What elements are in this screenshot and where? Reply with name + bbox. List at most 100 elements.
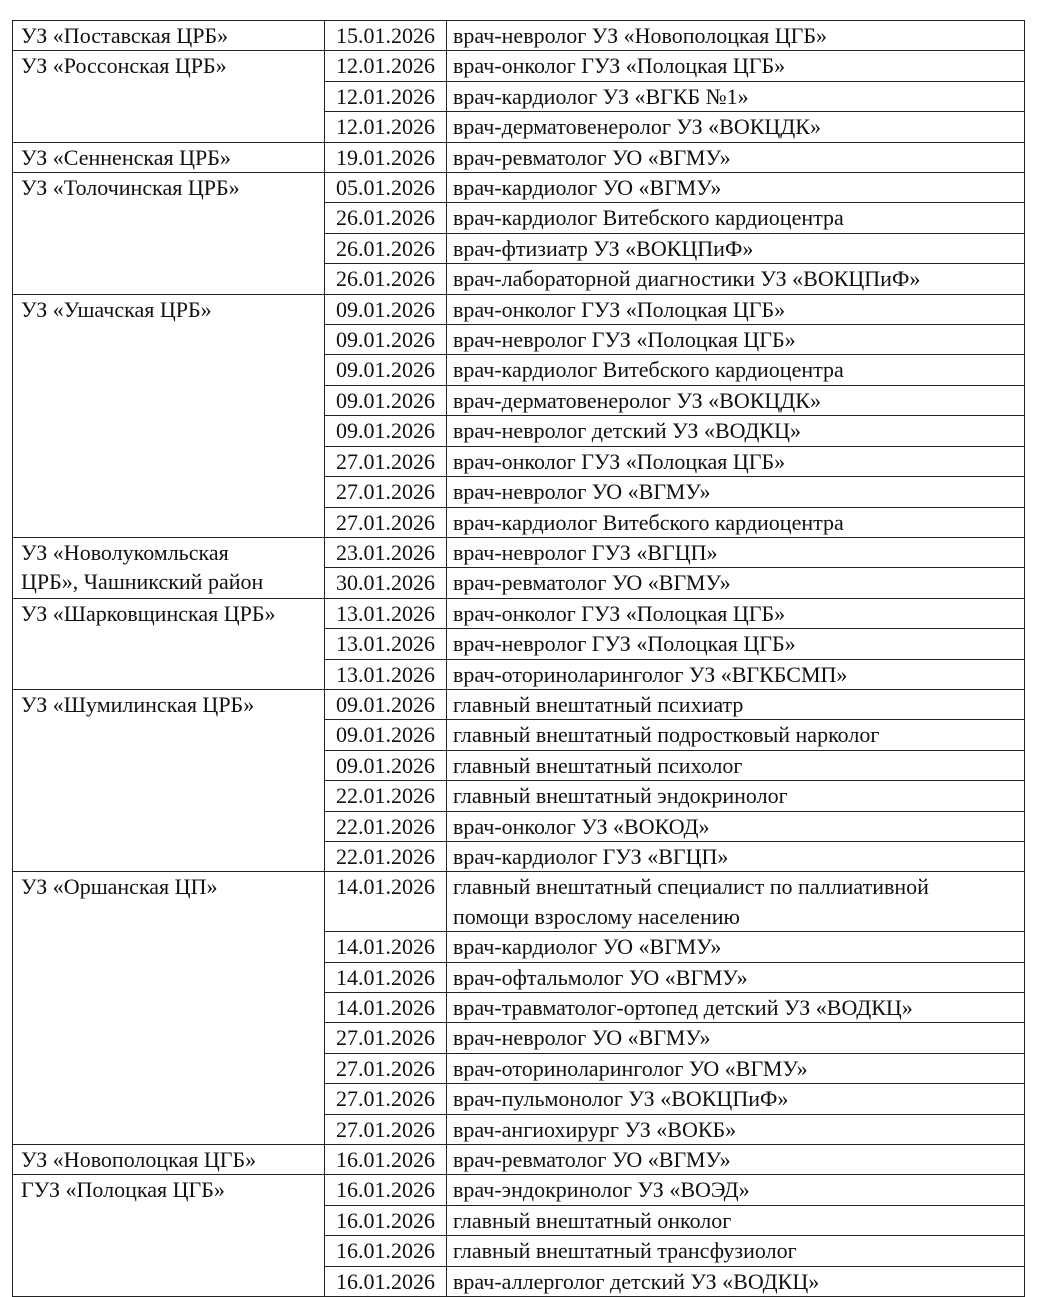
date-cell: 05.01.2026 bbox=[324, 172, 447, 204]
specialist-text: врач-фтизиатр УЗ «ВОКЦПиФ» bbox=[453, 235, 754, 261]
specialist-cell: врач-ревматолог УО «ВГМУ» bbox=[446, 1144, 1025, 1176]
organization-name: УЗ «Новолукомльская bbox=[21, 539, 229, 565]
organization-name: УЗ «Сенненская ЦРБ» bbox=[21, 144, 231, 170]
specialist-text: врач-невролог УО «ВГМУ» bbox=[453, 1025, 711, 1051]
specialist-cell: врач-невролог ГУЗ «Полоцкая ЦГБ» bbox=[446, 324, 1025, 356]
specialist-cell: врач-кардиолог УЗ «ВГКБ №1» bbox=[446, 80, 1025, 113]
specialist-text: врач-кардиолог Витебского кардиоцентра bbox=[453, 357, 844, 383]
table-row: УЗ «Шарковщинская ЦРБ» 13.01.2026 врач-онк… bbox=[12, 597, 1025, 690]
specialist-cell: врач-кардиолог Витебского кардиоцентра bbox=[446, 202, 1025, 234]
date-cell: 09.01.2026 bbox=[324, 415, 447, 447]
organization-cell: УЗ «Шарковщинская ЦРБ» bbox=[12, 597, 325, 690]
table-row: 14.01.2026 врач-травматолог-ортопед детск… bbox=[13, 991, 1025, 1024]
table-row: 27.01.2026 врач-ангиохирург УЗ «ВОКБ» bbox=[13, 1113, 1025, 1146]
specialist-cell: главный внештатный подростковый нарколог bbox=[446, 719, 1025, 751]
date-cell: 27.01.2026 bbox=[324, 506, 447, 538]
date-cell: 14.01.2026 bbox=[324, 961, 447, 994]
date-cell: 27.01.2026 bbox=[324, 1052, 447, 1085]
organization-cell: УЗ «Сенненская ЦРБ» bbox=[12, 141, 325, 174]
specialist-text: врач-кардиолог Витебского кардиоцентра bbox=[453, 205, 844, 231]
date-cell: 12.01.2026 bbox=[324, 50, 447, 82]
specialist-cell: врач-невролог ГУЗ «ВГЦП» bbox=[446, 536, 1025, 569]
date-cell: 16.01.2026 bbox=[324, 1144, 447, 1176]
specialist-text: врач-онколог ГУЗ «Полоцкая ЦГБ» bbox=[453, 296, 786, 322]
table-row: 27.01.2026 врач-пульмонолог УЗ «ВОКЦПиФ» bbox=[13, 1083, 1025, 1115]
date-cell: 13.01.2026 bbox=[324, 628, 447, 660]
specialist-text: врач-ревматолог УО «ВГМУ» bbox=[453, 144, 731, 170]
specialist-cell: врач-невролог УО «ВГМУ» bbox=[446, 1022, 1025, 1054]
table-row: 09.01.2026 врач-дерматовенеролог УЗ «ВОКЦ… bbox=[13, 384, 1025, 417]
specialist-text: врач-оториноларинголог УО «ВГМУ» bbox=[453, 1055, 808, 1081]
specialist-text: врач-невролог детский УЗ «ВОДКЦ» bbox=[453, 418, 801, 444]
specialist-cell: врач-кардиолог УО «ВГМУ» bbox=[446, 931, 1025, 963]
specialist-cell: врач-онколог ГУЗ «Полоцкая ЦГБ» bbox=[446, 597, 1025, 630]
specialist-cell: врач-кардиолог УО «ВГМУ» bbox=[446, 172, 1025, 204]
specialist-text: врач-травматолог-ортопед детский УЗ «ВОД… bbox=[453, 995, 913, 1020]
schedule-table: УЗ «Поставская ЦРБ» 15.01.2026 врач-неврол… bbox=[12, 19, 1025, 1297]
specialist-cell: врач-невролог УЗ «Новополоцкая ЦГБ» bbox=[446, 19, 1025, 52]
table-row: 12.01.2026 врач-дерматовенеролог УЗ «ВОКЦ… bbox=[13, 111, 1025, 143]
organization-name: УЗ «Шумилинская ЦРБ» bbox=[21, 691, 255, 717]
table-row: УЗ «Ушачская ЦРБ» 09.01.2026 врач-онколог … bbox=[12, 293, 1025, 538]
specialist-text: главный внештатный трансфузиолог bbox=[453, 1238, 797, 1264]
date-cell: 22.01.2026 bbox=[324, 780, 447, 812]
date-cell: 26.01.2026 bbox=[324, 202, 447, 234]
table-row: 27.01.2026 врач-невролог УО «ВГМУ» bbox=[13, 476, 1025, 508]
specialist-text: врач-онколог ГУЗ «Полоцкая ЦГБ» bbox=[453, 53, 786, 79]
specialist-cell: главный внештатный психиатр bbox=[446, 688, 1025, 721]
table-row: 22.01.2026 главный внештатный эндокриноло… bbox=[13, 780, 1025, 812]
table-row: 27.01.2026 врач-оториноларинголог УО «ВГМ… bbox=[13, 1052, 1025, 1085]
specialist-text: врач-кардиолог Витебского кардиоцентра bbox=[453, 509, 844, 535]
date-cell: 09.01.2026 bbox=[324, 688, 447, 721]
date-cell: 16.01.2026 bbox=[324, 1204, 447, 1237]
specialist-cell: врач-онколог ГУЗ «Полоцкая ЦГБ» bbox=[446, 50, 1025, 82]
date-cell: 27.01.2026 bbox=[324, 1083, 447, 1115]
date-cell: 12.01.2026 bbox=[324, 111, 447, 143]
date-cell: 09.01.2026 bbox=[324, 384, 447, 417]
table-row: 14.01.2026 врач-кардиолог УО «ВГМУ» bbox=[13, 931, 1025, 963]
table-row: 13.01.2026 врач-оториноларинголог УЗ «ВГК… bbox=[13, 658, 1025, 690]
organization-name: УЗ «Толочинская ЦРБ» bbox=[21, 175, 240, 201]
specialist-cell: врач-ангиохирург УЗ «ВОКБ» bbox=[446, 1113, 1025, 1146]
table-row: 09.01.2026 главный внештатный подростковы… bbox=[13, 719, 1025, 751]
specialist-cell: врач-лабораторной диагностики УЗ «ВОКЦПи… bbox=[446, 263, 1025, 295]
organization-cell: УЗ «Толочинская ЦРБ» bbox=[12, 172, 325, 295]
organization-cell: УЗ «Ушачская ЦРБ» bbox=[12, 293, 325, 538]
organization-name: УЗ «Новополоцкая ЦГБ» bbox=[21, 1147, 257, 1173]
date-cell: 16.01.2026 bbox=[324, 1235, 447, 1267]
specialist-cell: врач-онколог УЗ «ВОКОД» bbox=[446, 810, 1025, 842]
specialist-cell: врач-фтизиатр УЗ «ВОКЦПиФ» bbox=[446, 232, 1025, 265]
specialist-text: врач-невролог УЗ «Новополоцкая ЦГБ» bbox=[453, 23, 827, 48]
date-cell: 13.01.2026 bbox=[324, 658, 447, 690]
specialist-cell: врач-кардиолог Витебского кардиоцентра bbox=[446, 354, 1025, 386]
specialist-text: врач-офтальмолог УО «ВГМУ» bbox=[453, 964, 748, 990]
specialist-cell: главный внештатный специалист по паллиат… bbox=[446, 871, 1025, 933]
specialist-text: врач-невролог ГУЗ «ВГЦП» bbox=[453, 539, 718, 565]
specialist-text: главный внештатный эндокринолог bbox=[453, 783, 788, 809]
date-cell: 14.01.2026 bbox=[324, 991, 447, 1024]
specialist-cell: врач-онколог ГУЗ «Полоцкая ЦГБ» bbox=[446, 293, 1025, 326]
specialist-cell: врач-дерматовенеролог УЗ «ВОКЦДК» bbox=[446, 384, 1025, 417]
date-cell: 16.01.2026 bbox=[324, 1265, 447, 1297]
specialist-text: врач-онколог УЗ «ВОКОД» bbox=[453, 813, 710, 839]
date-cell: 09.01.2026 bbox=[324, 324, 447, 356]
specialist-cell: врач-ревматолог УО «ВГМУ» bbox=[446, 567, 1025, 599]
organization-cell: ГУЗ «Полоцкая ЦГБ» bbox=[12, 1174, 325, 1297]
specialist-text: врач-кардиолог УЗ «ВГКБ №1» bbox=[453, 83, 749, 109]
specialist-cell: врач-невролог УО «ВГМУ» bbox=[446, 476, 1025, 508]
date-cell: 22.01.2026 bbox=[324, 810, 447, 842]
table-row: УЗ «Россонская ЦРБ» 12.01.2026 врач-онколо… bbox=[12, 50, 1025, 143]
table-row: УЗ «Поставская ЦРБ» 15.01.2026 врач-неврол… bbox=[12, 19, 1025, 52]
specialist-cell: главный внештатный эндокринолог bbox=[446, 780, 1025, 812]
organization-name: ГУЗ «Полоцкая ЦГБ» bbox=[21, 1177, 225, 1203]
specialist-text: врач-ангиохирург УЗ «ВОКБ» bbox=[453, 1116, 737, 1142]
date-cell: 23.01.2026 bbox=[324, 536, 447, 569]
organization-cell: УЗ «Поставская ЦРБ» bbox=[12, 19, 325, 52]
specialist-cell: врач-ревматолог УО «ВГМУ» bbox=[446, 141, 1025, 174]
specialist-text: главный внештатный психиатр bbox=[453, 691, 744, 717]
specialist-text: главный внештатный подростковый нарколог bbox=[453, 722, 880, 748]
table-row: 09.01.2026 врач-невролог детский УЗ «ВОДК… bbox=[13, 415, 1025, 447]
date-cell: 30.01.2026 bbox=[324, 567, 447, 599]
table-row: УЗ «Толочинская ЦРБ» 05.01.2026 врач-карди… bbox=[12, 172, 1025, 295]
table-row: УЗ «Сенненская ЦРБ» 19.01.2026 врач-ревмат… bbox=[12, 141, 1025, 174]
